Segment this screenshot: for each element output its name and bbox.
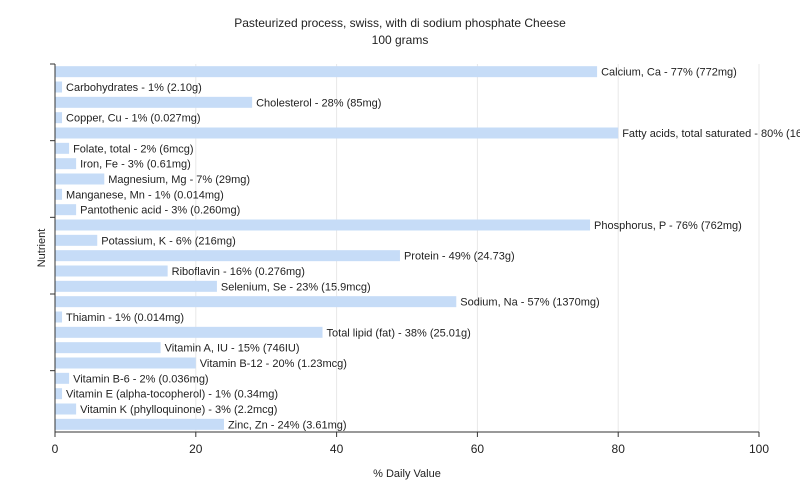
bar (55, 142, 70, 154)
x-tick-label: 20 (189, 442, 203, 456)
bar (55, 127, 619, 139)
x-tick-label: 0 (52, 442, 59, 456)
x-tick-label: 80 (612, 442, 626, 456)
bar-label: Vitamin B-12 - 20% (1.23mcg) (200, 358, 347, 370)
x-axis-label: % Daily Value (373, 468, 441, 480)
bar (55, 311, 63, 323)
bar (55, 280, 217, 292)
bar (55, 418, 224, 430)
bar-label: Manganese, Mn - 1% (0.014mg) (66, 189, 224, 201)
bar-label: Calcium, Ca - 77% (772mg) (601, 67, 737, 79)
bar (55, 204, 77, 216)
bar (55, 158, 77, 170)
bar-label: Thiamin - 1% (0.014mg) (66, 312, 184, 324)
bar (55, 219, 591, 231)
chart-title: Pasteurized process, swiss, with di sodi… (234, 16, 566, 30)
bar (55, 66, 598, 78)
bar-label: Selenium, Se - 23% (15.9mcg) (221, 281, 371, 293)
x-tick-label: 60 (471, 442, 485, 456)
bar-label: Cholesterol - 28% (85mg) (256, 97, 381, 109)
bar (55, 357, 196, 369)
bar (55, 234, 98, 246)
bar (55, 250, 400, 262)
x-tick-label: 40 (330, 442, 344, 456)
bar-label: Vitamin A, IU - 15% (746IU) (165, 343, 300, 355)
bar (55, 403, 77, 415)
bar-label: Folate, total - 2% (6mcg) (73, 143, 193, 155)
bar-label: Iron, Fe - 3% (0.61mg) (80, 159, 191, 171)
bar-label: Pantothenic acid - 3% (0.260mg) (80, 205, 240, 217)
bar-label: Copper, Cu - 1% (0.027mg) (66, 113, 201, 125)
bar-label: Potassium, K - 6% (216mg) (101, 235, 236, 247)
bar-label: Fatty acids, total saturated - 80% (16.0… (622, 128, 800, 140)
bar-label: Sodium, Na - 57% (1370mg) (460, 297, 599, 309)
bar-label: Riboflavin - 16% (0.276mg) (172, 266, 305, 278)
bar-label: Vitamin E (alpha-tocopherol) - 1% (0.34m… (66, 389, 278, 401)
chart-subtitle: 100 grams (371, 33, 429, 47)
x-tick-label: 100 (749, 442, 769, 456)
y-axis-label: Nutrient (36, 229, 48, 268)
bar (55, 173, 105, 185)
bar (55, 188, 63, 200)
bar (55, 342, 161, 354)
bar-label: Vitamin B-6 - 2% (0.036mg) (73, 373, 209, 385)
bar-label: Carbohydrates - 1% (2.10g) (66, 82, 202, 94)
bar (55, 96, 253, 108)
bar-label: Phosphorus, P - 76% (762mg) (594, 220, 742, 232)
bar (55, 296, 457, 308)
bar (55, 112, 63, 124)
bar-label: Total lipid (fat) - 38% (25.01g) (327, 327, 471, 339)
bar-label: Zinc, Zn - 24% (3.61mg) (228, 419, 347, 431)
bar (55, 265, 168, 277)
bar (55, 372, 70, 384)
bar-label: Protein - 49% (24.73g) (404, 251, 515, 263)
bar-label: Vitamin K (phylloquinone) - 3% (2.2mcg) (80, 404, 277, 416)
bar (55, 388, 63, 400)
bar (55, 326, 323, 338)
bar-label: Magnesium, Mg - 7% (29mg) (108, 174, 250, 186)
bar (55, 81, 63, 93)
